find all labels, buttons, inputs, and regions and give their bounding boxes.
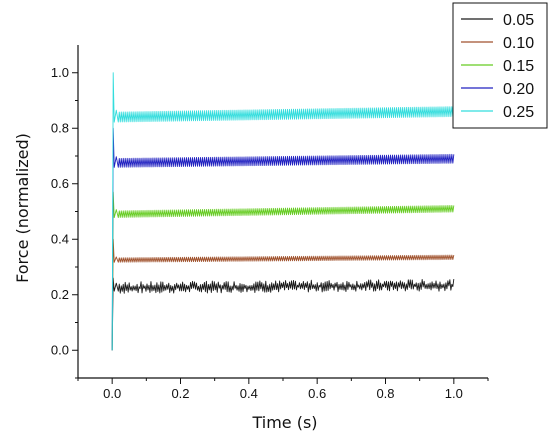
x-tick-label: 1.0 xyxy=(445,386,463,401)
series-line-0.05 xyxy=(111,277,455,351)
y-tick-label: 0.6 xyxy=(51,176,69,191)
axes: 0.0 0.2 0.4 0.6 0.8 1.0 0.0 0.2 0.4 0.6 0.8 1.0 xyxy=(51,45,489,401)
x-tick-label: 0.4 xyxy=(240,386,258,401)
y-axis-label: Force (normalized) xyxy=(13,133,32,283)
y-tick-label: 0.4 xyxy=(51,231,69,246)
series-line-0.20 xyxy=(111,127,455,351)
y-tick-label: 1.0 xyxy=(51,65,69,80)
x-tick-label: 0.6 xyxy=(308,386,326,401)
x-tick-label: 0.8 xyxy=(376,386,394,401)
series-line-0.15 xyxy=(111,191,455,351)
y-tick-label: 0.2 xyxy=(51,287,69,302)
plot-lines xyxy=(111,72,455,351)
x-axis-label: Time (s) xyxy=(251,413,317,432)
legend-label: 0.20 xyxy=(503,81,534,98)
legend-label: 0.05 xyxy=(503,12,534,29)
legend-label: 0.25 xyxy=(503,104,534,121)
y-tick-label: 0.8 xyxy=(51,120,69,135)
legend-label: 0.10 xyxy=(503,35,534,52)
x-tick-label: 0.0 xyxy=(103,386,121,401)
legend: 0.05 0.10 0.15 0.20 0.25 xyxy=(452,2,548,129)
legend-label: 0.15 xyxy=(503,58,534,75)
series-line-0.10 xyxy=(111,238,455,351)
x-tick-label: 0.2 xyxy=(171,386,189,401)
y-tick-label: 0.0 xyxy=(51,342,69,357)
series-line-0.25 xyxy=(111,72,455,351)
